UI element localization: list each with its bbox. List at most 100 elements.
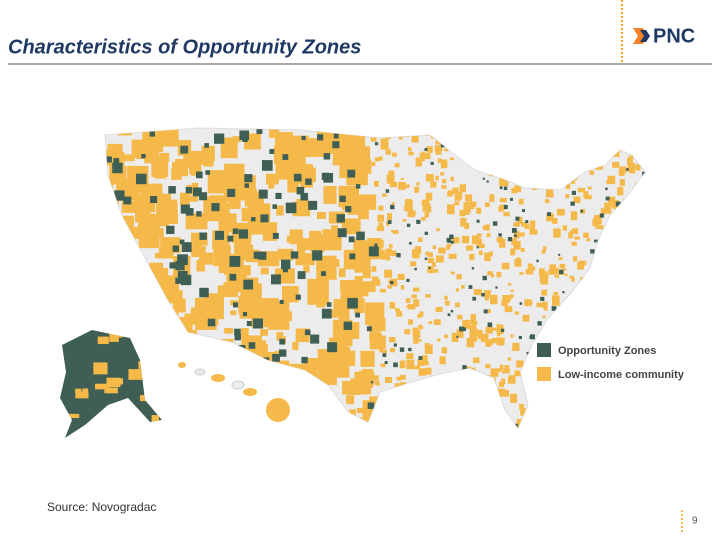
tract: [554, 418, 559, 423]
tract: [623, 238, 630, 247]
tract: [532, 141, 539, 146]
tract: [435, 306, 443, 312]
tract: [591, 399, 595, 403]
tract: [526, 351, 529, 355]
tract: [234, 328, 241, 336]
tract: [259, 357, 270, 368]
tract: [382, 129, 388, 134]
tract: [612, 161, 620, 168]
tract: [131, 425, 147, 428]
tract: [472, 321, 478, 325]
tract: [124, 249, 130, 254]
tract: [121, 421, 127, 427]
tract: [382, 193, 387, 197]
tract: [373, 303, 381, 311]
tract: [548, 418, 552, 422]
tract: [619, 269, 625, 275]
tract: [520, 247, 525, 253]
tract: [416, 131, 421, 136]
tract: [279, 299, 284, 304]
tract: [476, 219, 480, 223]
tract: [585, 162, 591, 168]
tract: [456, 409, 461, 414]
tract: [485, 363, 491, 369]
tract: [501, 300, 508, 306]
tract: [406, 353, 414, 360]
tract: [577, 187, 585, 193]
tract: [627, 305, 632, 308]
tract: [522, 314, 530, 322]
tract: [529, 220, 536, 228]
tract: [478, 250, 483, 256]
tract: [540, 329, 549, 338]
tract: [464, 209, 470, 215]
tract: [582, 303, 589, 311]
tract: [408, 319, 413, 325]
tract: [536, 259, 539, 263]
tract: [478, 243, 485, 249]
tract: [474, 402, 479, 407]
tract: [440, 172, 445, 176]
tract: [646, 142, 651, 148]
tract: [499, 238, 506, 248]
tract: [554, 316, 562, 321]
tract: [407, 147, 412, 152]
tract: [421, 217, 426, 221]
tract: [256, 128, 263, 134]
tract: [631, 170, 636, 174]
tract: [424, 344, 433, 355]
tract: [631, 426, 635, 428]
tract: [453, 139, 461, 144]
tract: [571, 241, 577, 246]
tract: [562, 424, 567, 428]
tract: [509, 132, 517, 138]
tract: [614, 200, 618, 203]
tract: [171, 312, 176, 317]
tract: [321, 308, 332, 319]
tract: [514, 258, 522, 267]
tract: [570, 397, 576, 404]
tract: [393, 230, 399, 234]
tract: [645, 272, 649, 275]
tract: [190, 167, 198, 176]
tract: [511, 142, 517, 148]
tract: [608, 246, 615, 253]
tract: [447, 313, 451, 317]
tract: [457, 314, 463, 320]
tract: [151, 328, 160, 337]
tract: [394, 383, 402, 388]
tract: [635, 203, 642, 212]
tract: [509, 294, 514, 298]
tract: [309, 230, 322, 240]
tract: [194, 425, 204, 428]
tract: [601, 137, 606, 142]
tract: [269, 128, 280, 138]
tract: [290, 398, 302, 409]
tract: [354, 238, 362, 248]
tract: [548, 171, 554, 177]
tract: [555, 419, 563, 428]
tract: [571, 277, 575, 282]
tract: [615, 201, 621, 207]
tract: [390, 204, 395, 210]
tract: [582, 147, 590, 155]
tract: [403, 402, 408, 407]
tract: [387, 128, 390, 131]
tract: [382, 353, 387, 357]
tract: [454, 412, 460, 417]
tract: [514, 311, 519, 315]
tract: [433, 130, 437, 135]
tract: [574, 236, 580, 240]
tract: [496, 271, 502, 278]
tract: [290, 251, 299, 259]
tract: [480, 333, 489, 343]
tract: [466, 245, 473, 251]
tract: [191, 420, 201, 428]
tract: [288, 381, 298, 393]
tract: [515, 216, 520, 221]
tract: [359, 421, 377, 428]
tract: [616, 289, 621, 296]
tract: [647, 283, 653, 290]
tract: [577, 262, 585, 270]
tract: [378, 205, 384, 211]
